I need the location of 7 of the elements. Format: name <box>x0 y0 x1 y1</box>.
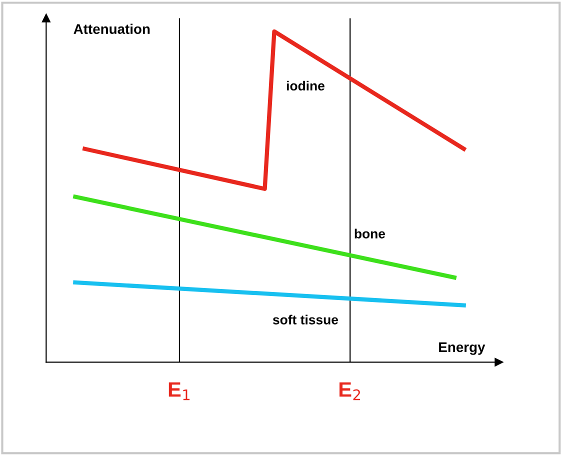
x-tick-label: E$_{2}$ <box>340 382 360 400</box>
series-label: bone <box>354 228 386 238</box>
series-label: iodine <box>286 80 324 91</box>
y-axis-title: Attenuation <box>74 24 150 34</box>
x-tick-label: E$_{1}$ <box>168 382 190 400</box>
x-axis-title: Energy <box>439 342 486 355</box>
series-label: soft tissue <box>272 314 338 324</box>
